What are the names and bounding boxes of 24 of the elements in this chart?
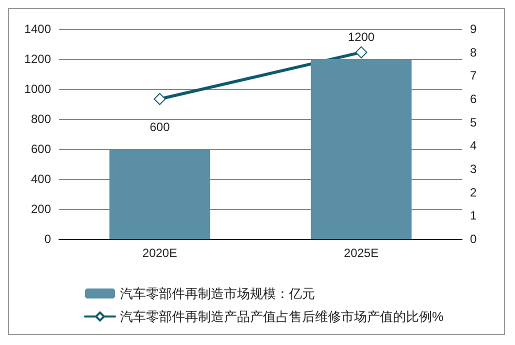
y2-tick-label: 8 — [470, 45, 477, 60]
y2-tick-label: 9 — [470, 22, 477, 36]
x-tick-label: 2025E — [344, 246, 379, 260]
y-tick-label: 1400 — [24, 22, 52, 36]
data-label: 600 — [150, 120, 170, 134]
x-tick-label: 2020E — [142, 246, 178, 260]
y-tick-label: 0 — [44, 232, 52, 246]
y-tick-label: 400 — [30, 172, 52, 186]
y2-tick-label: 3 — [470, 162, 477, 176]
data-label: 1200 — [348, 30, 375, 44]
y-tick-label: 800 — [30, 112, 52, 126]
legend-label: 汽车零部件再制造产品产值占售后维修市场产值的比例% — [120, 309, 444, 324]
y2-tick-label: 5 — [470, 115, 477, 130]
y-tick-label: 200 — [30, 202, 52, 216]
y2-tick-label: 1 — [470, 208, 477, 223]
legend-label: 汽车零部件再制造市场规模：亿元 — [120, 286, 315, 301]
y-tick-label: 1000 — [24, 82, 52, 96]
y-tick-label: 600 — [30, 142, 52, 156]
y2-tick-label: 0 — [470, 232, 477, 246]
y2-tick-label: 2 — [470, 185, 477, 200]
y2-tick-label: 6 — [470, 92, 477, 106]
y2-tick-label: 7 — [470, 68, 477, 83]
y-tick-label: 1200 — [24, 52, 52, 66]
y2-tick-label: 4 — [470, 138, 477, 153]
